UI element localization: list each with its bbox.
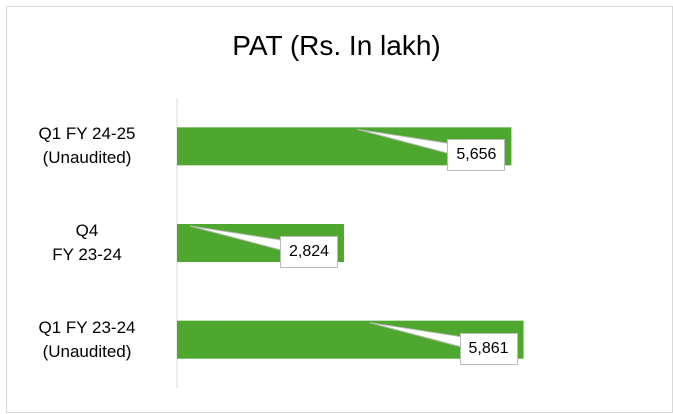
- chart-title: PAT (Rs. In lakh): [232, 30, 441, 61]
- y-tick-label: Q1 FY 24-25 (Unaudited): [38, 124, 136, 168]
- data-label: 5,861: [459, 332, 518, 365]
- y-tick-label: Q1 FY 23-24 (Unaudited): [38, 317, 136, 361]
- y-tick-label: Q4 FY 23-24: [52, 221, 122, 264]
- data-label: 2,824: [279, 236, 339, 268]
- data-label: 5,656: [447, 139, 506, 172]
